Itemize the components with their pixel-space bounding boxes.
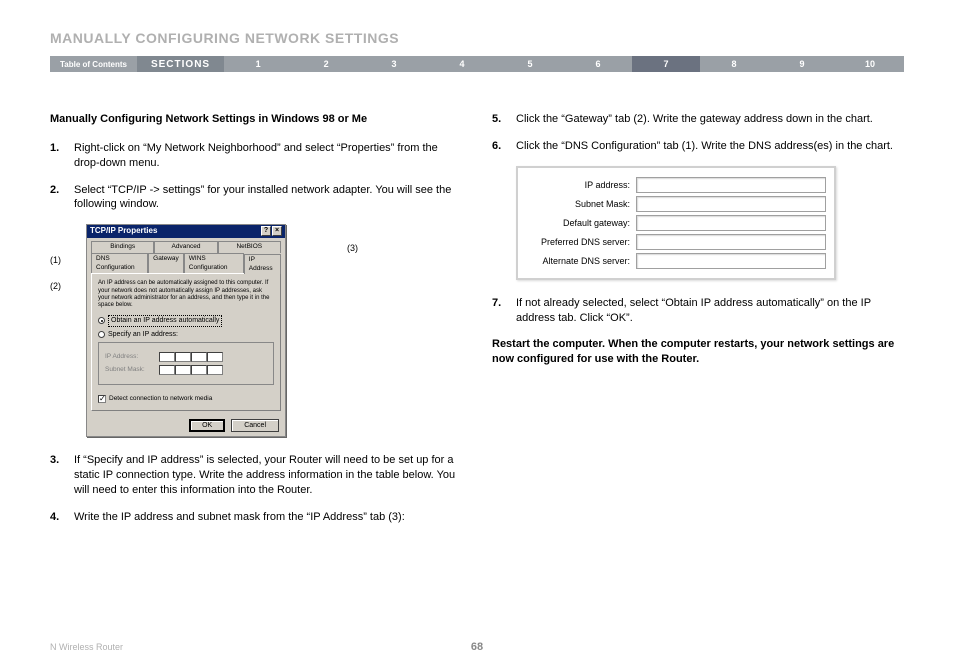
section-7[interactable]: 7 [632, 56, 700, 72]
step-2: 2. Select “TCP/IP -> settings” for your … [50, 183, 462, 213]
tab-bindings[interactable]: Bindings [91, 241, 154, 253]
radio-icon [98, 331, 105, 338]
step-text: Select “TCP/IP -> settings” for your ins… [74, 183, 462, 213]
address-chart: IP address: Subnet Mask: Default gateway… [516, 166, 836, 280]
section-1[interactable]: 1 [224, 56, 292, 72]
checkbox-label: Detect connection to network media [109, 395, 212, 404]
chart-label: Preferred DNS server: [526, 236, 636, 248]
step-3: 3. If “Specify and IP address” is select… [50, 453, 462, 498]
page-number: 68 [471, 641, 483, 653]
tab-netbios[interactable]: NetBIOS [218, 241, 281, 253]
chart-label: Default gateway: [526, 217, 636, 229]
radio-obtain-auto[interactable]: Obtain an IP address automatically [98, 315, 274, 326]
dialog-title: TCP/IP Properties [90, 226, 157, 237]
close-icon[interactable]: × [272, 226, 282, 236]
step-4: 4. Write the IP address and subnet mask … [50, 510, 462, 525]
section-5[interactable]: 5 [496, 56, 564, 72]
radio-label: Obtain an IP address automatically [108, 315, 222, 326]
chart-label: IP address: [526, 179, 636, 191]
step-number: 3. [50, 453, 74, 498]
tab-gateway[interactable]: Gateway [148, 253, 184, 274]
section-nav: Table of Contents SECTIONS 1 2 3 4 5 6 7… [50, 56, 904, 72]
radio-specify[interactable]: Specify an IP address: [98, 330, 274, 339]
step-text: If not already selected, select “Obtain … [516, 296, 904, 326]
left-column: Manually Configuring Network Settings in… [50, 112, 462, 537]
step-number: 7. [492, 296, 516, 326]
help-icon[interactable]: ? [261, 226, 271, 236]
section-6[interactable]: 6 [564, 56, 632, 72]
preferred-dns-field[interactable] [636, 234, 826, 250]
checkbox-icon [98, 395, 106, 403]
tcpip-dialog: TCP/IP Properties ? × Bindings Advanced … [86, 224, 286, 437]
tab-ipaddress[interactable]: IP Address [244, 254, 281, 275]
step-text: Click the “DNS Configuration” tab (1). W… [516, 139, 904, 154]
subnet-mask-label: Subnet Mask: [105, 366, 155, 375]
callout-2: (2) [50, 280, 61, 292]
restart-note: Restart the computer. When the computer … [492, 337, 904, 367]
sections-label: SECTIONS [137, 56, 224, 72]
section-4[interactable]: 4 [428, 56, 496, 72]
step-number: 2. [50, 183, 74, 213]
step-number: 6. [492, 139, 516, 154]
tab-wins[interactable]: WINS Configuration [184, 253, 244, 274]
radio-label: Specify an IP address: [108, 330, 178, 339]
step-text: Click the “Gateway” tab (2). Write the g… [516, 112, 904, 127]
section-2[interactable]: 2 [292, 56, 360, 72]
ip-address-input[interactable] [159, 352, 223, 362]
step-number: 1. [50, 141, 74, 171]
tab-advanced[interactable]: Advanced [154, 241, 217, 253]
step-text: If “Specify and IP address” is selected,… [74, 453, 462, 498]
section-10[interactable]: 10 [836, 56, 904, 72]
page-footer: N Wireless Router 68 [50, 642, 904, 652]
ip-address-field[interactable] [636, 177, 826, 193]
step-number: 5. [492, 112, 516, 127]
step-7: 7. If not already selected, select “Obta… [492, 296, 904, 326]
radio-icon [98, 317, 105, 324]
step-text: Write the IP address and subnet mask fro… [74, 510, 462, 525]
tcpip-dialog-figure: (1) (2) (3) TCP/IP Properties ? × Bindin… [74, 224, 334, 437]
default-gateway-field[interactable] [636, 215, 826, 231]
step-number: 4. [50, 510, 74, 525]
product-name: N Wireless Router [50, 642, 123, 652]
right-column: 5. Click the “Gateway” tab (2). Write th… [492, 112, 904, 537]
detect-checkbox[interactable]: Detect connection to network media [98, 395, 274, 404]
alternate-dns-field[interactable] [636, 253, 826, 269]
chart-label: Alternate DNS server: [526, 255, 636, 267]
section-9[interactable]: 9 [768, 56, 836, 72]
step-6: 6. Click the “DNS Configuration” tab (1)… [492, 139, 904, 154]
ip-address-label: IP Address: [105, 353, 155, 362]
section-8[interactable]: 8 [700, 56, 768, 72]
page-title: MANUALLY CONFIGURING NETWORK SETTINGS [50, 30, 904, 46]
subnet-mask-field[interactable] [636, 196, 826, 212]
dialog-help-text: An IP address can be automatically assig… [98, 280, 274, 309]
subnet-mask-input[interactable] [159, 365, 223, 375]
toc-link[interactable]: Table of Contents [50, 56, 137, 72]
subheading: Manually Configuring Network Settings in… [50, 112, 462, 127]
callout-3: (3) [347, 242, 358, 254]
cancel-button[interactable]: Cancel [231, 419, 279, 432]
step-5: 5. Click the “Gateway” tab (2). Write th… [492, 112, 904, 127]
chart-label: Subnet Mask: [526, 198, 636, 210]
ok-button[interactable]: OK [189, 419, 225, 432]
callout-1: (1) [50, 254, 61, 266]
step-text: Right-click on “My Network Neighborhood”… [74, 141, 462, 171]
step-1: 1. Right-click on “My Network Neighborho… [50, 141, 462, 171]
tab-dns[interactable]: DNS Configuration [91, 253, 148, 274]
section-3[interactable]: 3 [360, 56, 428, 72]
